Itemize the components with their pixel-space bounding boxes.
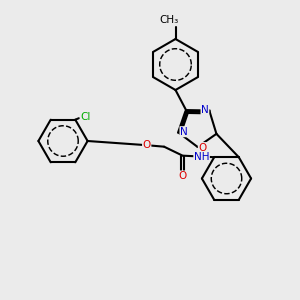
Text: Cl: Cl bbox=[80, 112, 91, 122]
Text: O: O bbox=[142, 140, 151, 150]
Text: NH: NH bbox=[194, 152, 209, 162]
Text: O: O bbox=[178, 171, 187, 181]
Text: CH₃: CH₃ bbox=[159, 15, 178, 26]
Text: N: N bbox=[201, 105, 209, 116]
Text: O: O bbox=[198, 142, 207, 153]
Text: N: N bbox=[180, 127, 188, 137]
